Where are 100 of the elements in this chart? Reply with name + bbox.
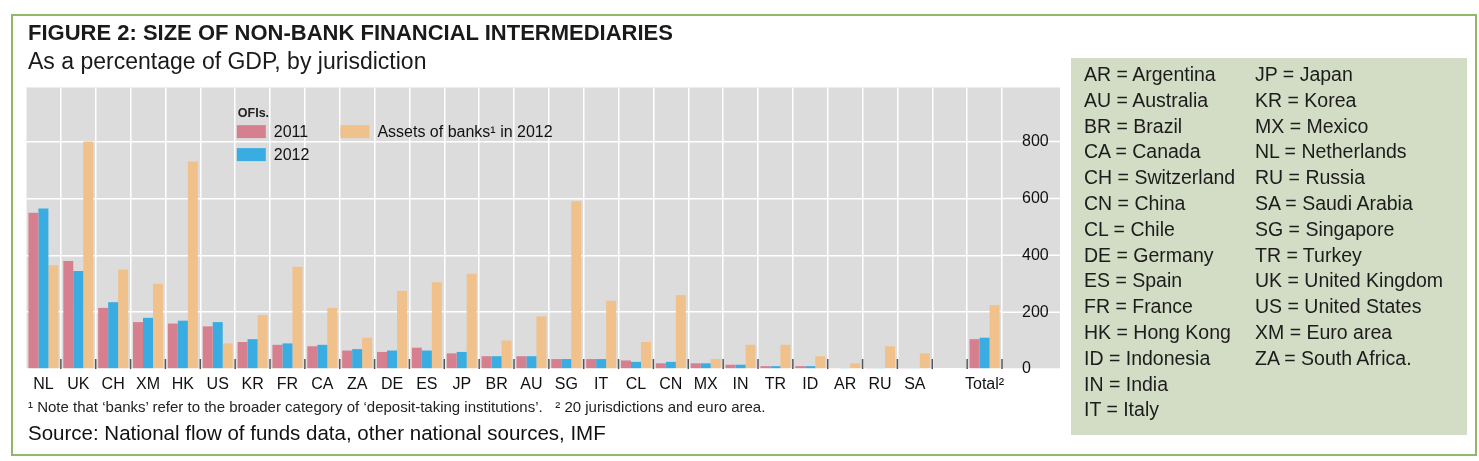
text: AU = Australia <box>1084 87 1210 113</box>
bar <box>63 260 74 369</box>
legend-label: 2012 <box>273 146 310 164</box>
bar <box>481 356 492 369</box>
x-tick-label: HK <box>171 375 195 393</box>
bar <box>292 266 303 369</box>
text: IN = India <box>1084 371 1169 397</box>
text: ID = Indonesia <box>1084 345 1212 371</box>
bar <box>98 307 109 369</box>
y-tick-label: 200 <box>1022 302 1049 320</box>
bar <box>501 340 512 369</box>
text: ¹ Note that ‘banks’ refer to the broader category of ‘deposit-taking institutions’. ² 20 jurisdictions and euro area. <box>28 397 766 416</box>
bar <box>795 366 806 369</box>
bar <box>83 141 94 369</box>
bar <box>596 359 607 369</box>
text: HK = Hong Kong <box>1084 319 1232 345</box>
bar <box>456 351 467 369</box>
bar <box>665 361 676 369</box>
y-tick-label: 800 <box>1022 132 1049 150</box>
x-tick-label: CA <box>311 375 334 393</box>
bar <box>745 344 756 369</box>
bar <box>969 339 980 369</box>
bar <box>247 339 258 369</box>
x-tick-label: AR <box>834 375 857 393</box>
bar <box>526 356 537 369</box>
source-note: Source: National flow of funds data, other national sources, IMF <box>28 420 607 445</box>
bar <box>222 343 233 369</box>
text: CL = Chile <box>1084 216 1176 242</box>
chart-title: FIGURE 2: SIZE OF NON-BANK FINANCIAL INTERMEDIARIES <box>28 20 673 45</box>
bar <box>491 356 502 369</box>
legend-title: OFIs. <box>237 106 270 121</box>
bar <box>431 282 442 369</box>
bar <box>212 322 223 369</box>
chart-subtitle: As a percentage of GDP, by jurisdiction <box>28 48 427 75</box>
bar <box>690 363 701 369</box>
text: NL = Netherlands <box>1255 139 1408 165</box>
text: CH = Switzerland <box>1084 165 1237 191</box>
bar <box>760 366 771 369</box>
x-tick-label: CL <box>625 375 647 393</box>
bar <box>561 359 572 369</box>
bar <box>989 305 1000 369</box>
text: ZA = South Africa. <box>1255 345 1413 371</box>
bar <box>73 270 84 369</box>
bar <box>850 363 861 369</box>
text: CA = Canada <box>1084 139 1202 165</box>
x-tick-label: JP <box>452 375 472 393</box>
y-tick-label: 0 <box>1022 359 1031 377</box>
bar <box>48 265 59 369</box>
x-tick-label: KR <box>241 375 264 393</box>
bar <box>118 269 129 369</box>
bar <box>257 314 268 369</box>
bar <box>342 350 353 369</box>
bar <box>327 307 338 369</box>
bar <box>710 359 721 369</box>
x-tick-label: SA <box>904 375 926 393</box>
bar <box>606 300 617 369</box>
legend-label: 2011 <box>273 123 309 141</box>
bar <box>536 316 547 369</box>
bar <box>571 201 582 369</box>
bar <box>770 366 781 369</box>
x-tick-label: TR <box>764 375 787 393</box>
bar <box>362 337 373 369</box>
bar <box>446 353 457 369</box>
bar <box>641 342 651 369</box>
bar <box>187 161 198 369</box>
x-tick-label: DE <box>380 375 404 393</box>
x-tick-label: US <box>206 375 229 393</box>
x-tick-label: CH <box>101 375 125 393</box>
bar <box>421 350 432 369</box>
bar <box>317 344 328 369</box>
bar <box>387 350 397 369</box>
bar <box>307 346 318 369</box>
bar <box>377 351 387 369</box>
bar <box>621 360 631 369</box>
text: DE = Germany <box>1084 242 1215 268</box>
text: CN = China <box>1084 191 1187 216</box>
bar <box>352 349 363 369</box>
text: TR = Turkey <box>1255 242 1363 268</box>
bar <box>516 356 527 369</box>
x-tick-label: ZA <box>346 375 368 393</box>
bar <box>272 344 283 369</box>
bar <box>143 317 153 369</box>
x-tick-label: IN <box>732 375 749 393</box>
bar <box>551 359 562 369</box>
bar <box>700 363 711 369</box>
bar <box>177 320 188 369</box>
bar <box>655 363 666 369</box>
x-tick-label: FR <box>276 375 299 393</box>
x-tick-label: SG <box>554 375 578 393</box>
text: AR = Argentina <box>1084 62 1217 87</box>
text: SG = Singapore <box>1255 216 1396 242</box>
text: IT = Italy <box>1084 397 1160 423</box>
bar <box>237 342 248 369</box>
bar <box>133 322 143 369</box>
bar <box>815 356 826 369</box>
x-tick-label: RU <box>868 375 892 393</box>
text: XM = Euro area <box>1255 319 1394 345</box>
bar <box>805 366 816 369</box>
text: MX = Mexico <box>1255 113 1370 139</box>
x-tick-label: ES <box>416 375 438 393</box>
